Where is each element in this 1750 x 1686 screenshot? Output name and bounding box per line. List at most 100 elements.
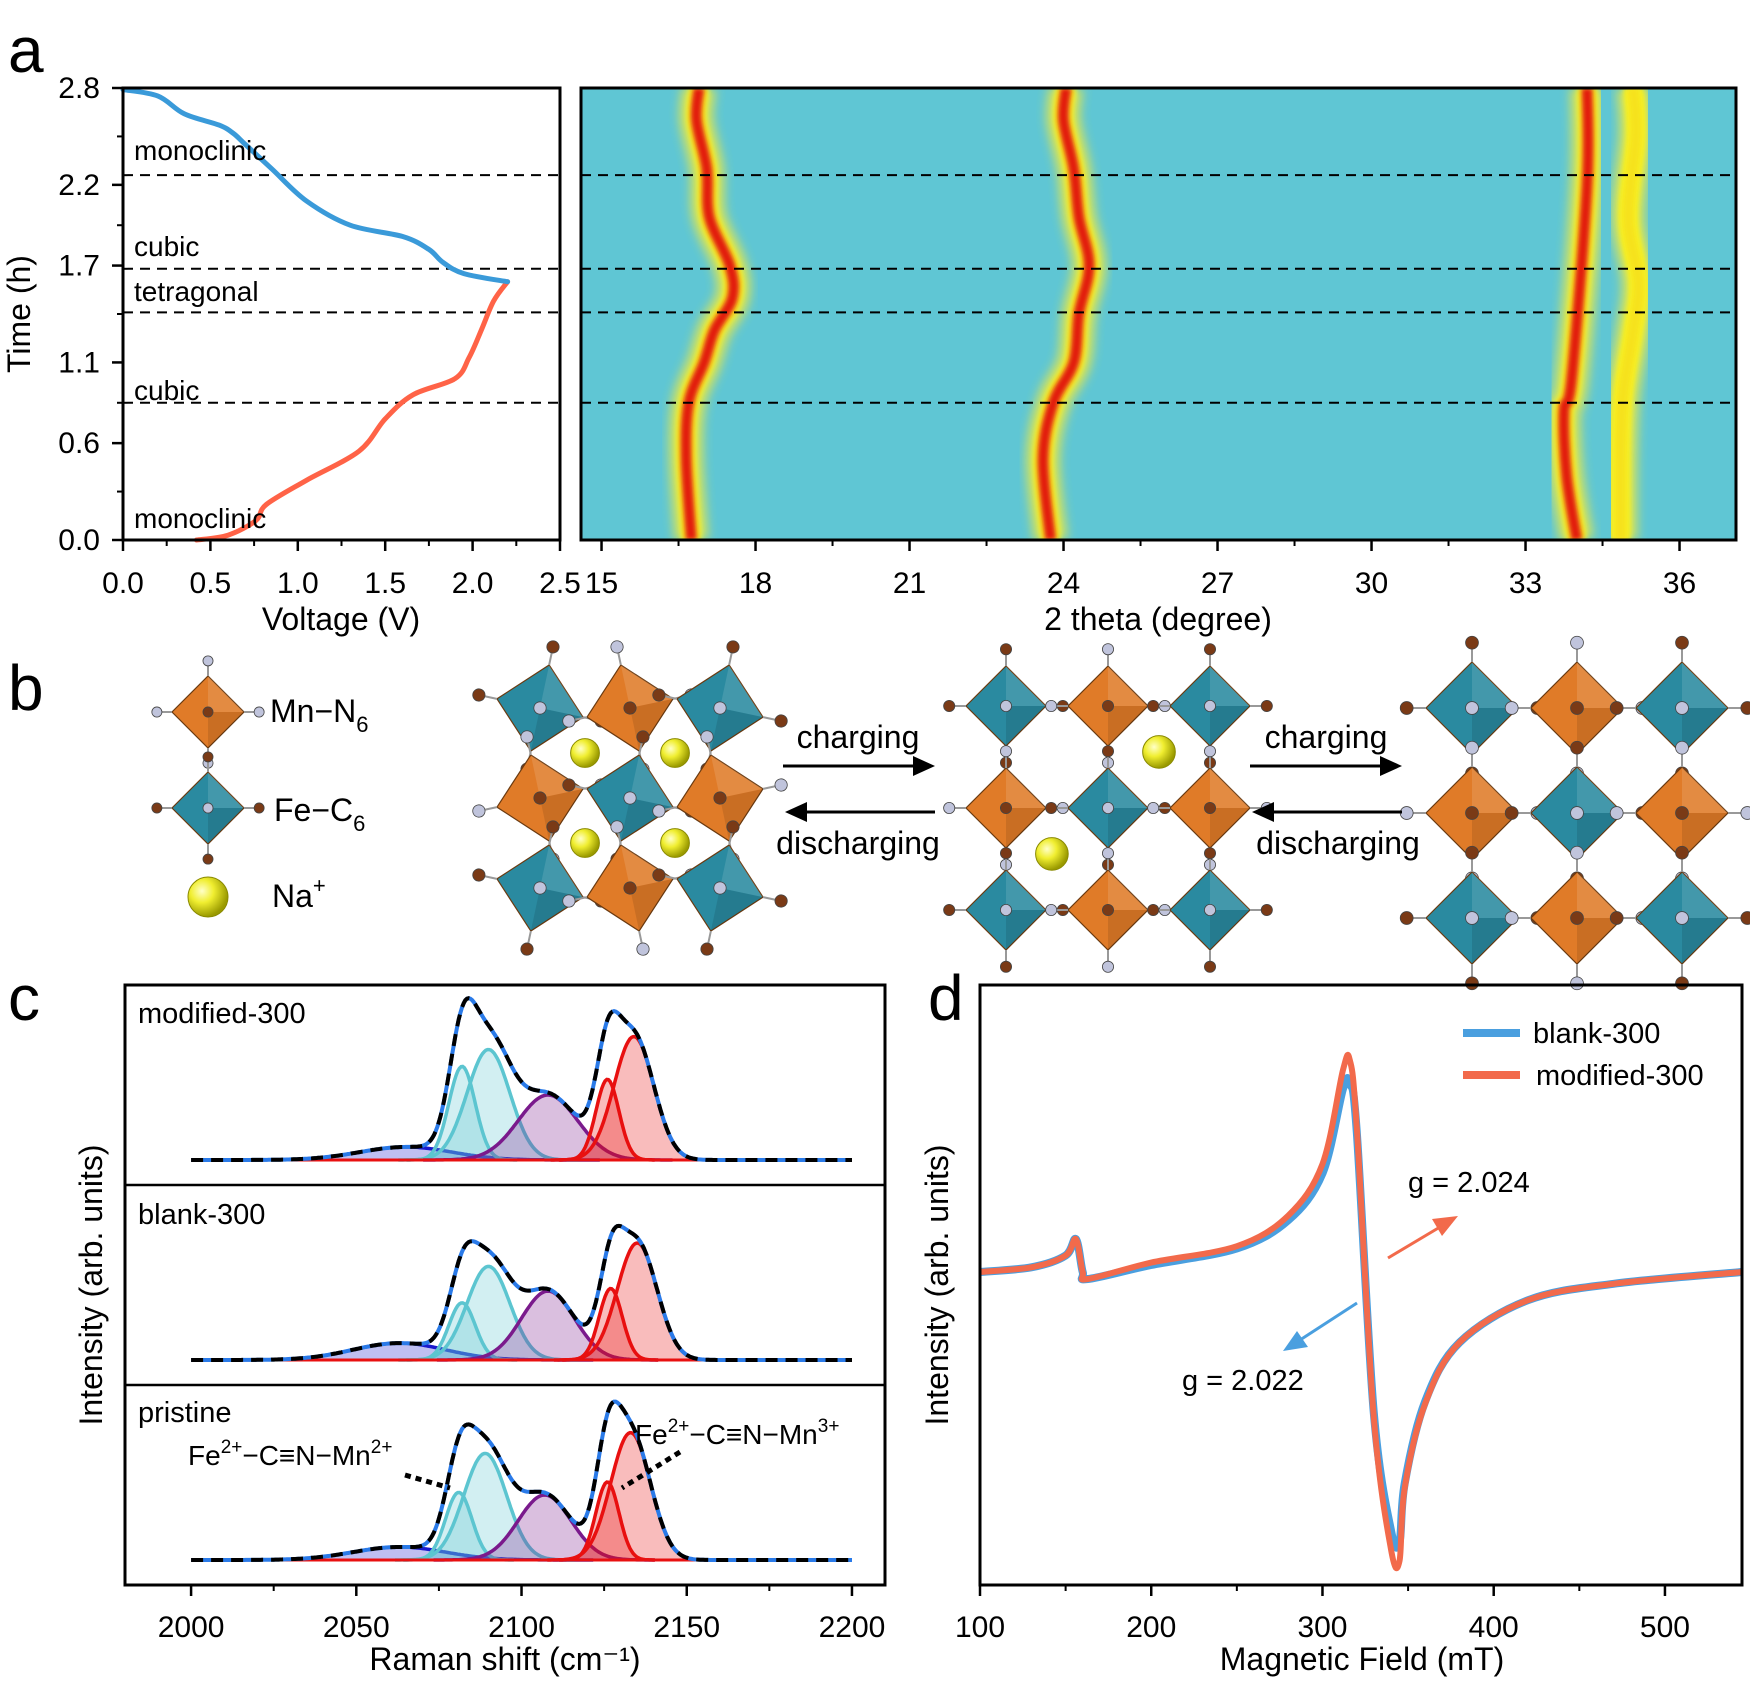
- panel-d-xlabel: Magnetic Field (mT): [1220, 1641, 1505, 1677]
- panel-label-a: a: [8, 14, 44, 86]
- panel-label-b: b: [8, 652, 44, 724]
- struct-cubic-octa-2-1-atom-2: [1102, 960, 1114, 973]
- struct-tetragonal-octa-1-2-shade: [1682, 767, 1728, 813]
- panel-a-ylabel-time: Time (h): [1, 255, 37, 373]
- struct-cubic-octa-1-2-atom-0: [1204, 745, 1216, 758]
- struct-tetragonal-octa-1-1-atom-3: [1504, 806, 1519, 820]
- struct-tetragonal-octa-0-2-atom-3: [1609, 701, 1624, 715]
- struct-tetragonal-octa-1-1-shadow: [1577, 813, 1623, 859]
- legend-octa-mn-atom-3: [151, 706, 163, 718]
- phase-label-cubic-bottom: cubic: [134, 375, 199, 406]
- struct-monoclinic-octa-2-1-atom-2: [636, 942, 650, 956]
- struct-tetragonal-octa-1-1-center: [1570, 806, 1584, 820]
- struct-monoclinic-octa-2-1-center: [623, 881, 637, 895]
- struct-tetragonal-octa-0-2-shade: [1682, 662, 1728, 708]
- label-charging-1: charging: [797, 719, 920, 755]
- struct-monoclinic-na-3: [660, 828, 690, 858]
- legend-octa-mn-center: [202, 706, 214, 718]
- panel-c-ylabel: Intensity (arb. units): [73, 1145, 109, 1426]
- panel-b-structures: Mn−N6 Fe−C6 Na+ charging discharging cha…: [151, 635, 1750, 991]
- struct-monoclinic-octa-0-2-shadow: [710, 708, 764, 752]
- struct-tetragonal-octa-1-2-atom-0: [1675, 740, 1689, 755]
- annotation-fe-mn3: Fe2+−C≡N−Mn3+: [635, 1416, 839, 1450]
- struct-monoclinic-octa-1-2: [652, 730, 788, 866]
- struct-monoclinic-octa-2-1: [562, 820, 698, 956]
- label-charging-2: charging: [1265, 719, 1388, 755]
- arrow-discharging-1: [785, 802, 935, 822]
- struct-cubic-octa-1-2-shade: [1210, 768, 1250, 808]
- struct-tetragonal-octa-1-1-atom-0: [1570, 740, 1584, 755]
- struct-tetragonal-octa-1-2-atom-3: [1609, 806, 1624, 820]
- struct-tetragonal-octa-0-2-shadow: [1682, 708, 1728, 754]
- struct-monoclinic-octa-1-1-shade: [630, 754, 674, 808]
- panel-d-ylabel: Intensity (arb. units): [919, 1145, 955, 1426]
- legend-octa-mn-atom-1: [253, 706, 265, 718]
- struct-tetragonal-octa-1-2: [1609, 740, 1750, 886]
- legend-label-modified-300: modified-300: [1536, 1060, 1704, 1092]
- struct-monoclinic-octa-2-0-atom-0: [546, 820, 560, 834]
- annotation-g-2024: g = 2.024: [1408, 1167, 1530, 1199]
- struct-monoclinic-octa-0-0-atom-0: [546, 640, 560, 654]
- struct-cubic-octa-0-2: [1147, 643, 1273, 769]
- raman-1-peak-fill-0: [205, 1343, 594, 1360]
- struct-monoclinic-octa-1-1-center: [623, 791, 637, 805]
- legend-octa-mn-atom-0: [202, 655, 214, 667]
- ytick-label-time-4: 2.2: [58, 169, 100, 202]
- struct-tetragonal-octa-0-0-atom-3: [1399, 701, 1414, 715]
- struct-tetragonal-octa-0-2-atom-1: [1740, 701, 1750, 715]
- struct-monoclinic-octa-0-2-center: [713, 701, 727, 715]
- legend-octa-mn: [151, 655, 265, 769]
- struct-cubic-octa-1-2-center: [1204, 802, 1216, 814]
- xtick-label-field-2: 300: [1297, 1611, 1347, 1644]
- xtick-label-2theta-4: 27: [1201, 567, 1234, 600]
- struct-monoclinic-octa-2-1-shadow: [630, 878, 674, 932]
- struct-tetragonal-octa-2-2: [1609, 845, 1750, 991]
- struct-monoclinic-octa-0-2-atom-0: [726, 640, 740, 654]
- struct-monoclinic-octa-1-2-atom-3: [652, 804, 666, 818]
- xtick-label-field-4: 500: [1640, 1611, 1690, 1644]
- xtick-label-voltage-0: 0.0: [102, 567, 144, 600]
- struct-cubic-octa-0-0-atom-0: [1000, 643, 1012, 656]
- struct-cubic-octa-2-0-atom-0: [1000, 847, 1012, 860]
- struct-cubic-octa-2-1-center: [1102, 904, 1114, 916]
- struct-cubic-octa-2-0-shade: [1006, 870, 1046, 910]
- struct-monoclinic-octa-0-2-atom-1: [774, 714, 788, 728]
- raman-2-peak-fill-2: [395, 1453, 576, 1560]
- struct-cubic-octa-2-2-atom-1: [1260, 904, 1273, 916]
- struct-tetragonal-octa-0-1-atom-0: [1570, 635, 1584, 650]
- struct-cubic-octa-2-2-center: [1204, 904, 1216, 916]
- raman-2-peak-fill-1: [403, 1492, 514, 1560]
- xtick-label-raman-2: 2100: [488, 1611, 555, 1644]
- phase-label-cubic-top: cubic: [134, 231, 199, 262]
- xtick-label-voltage-5: 2.5: [539, 567, 581, 600]
- xtick-label-voltage-3: 1.5: [364, 567, 406, 600]
- struct-monoclinic-octa-2-0-shadow: [530, 888, 584, 932]
- legend-octa-mn-shadow: [208, 712, 244, 748]
- struct-cubic-octa-0-2-atom-3: [1147, 700, 1160, 712]
- struct-tetragonal-octa-1-2-atom-1: [1740, 806, 1750, 820]
- struct-cubic-octa-2-1-atom-3: [1045, 904, 1058, 916]
- arrow-charging-2: [1250, 756, 1402, 776]
- struct-cubic-octa-2-0-atom-2: [1000, 960, 1012, 973]
- legend-octa-mn-shade: [208, 676, 244, 712]
- panel-c-frame: [123, 983, 887, 1587]
- legend-label-blank-300: blank-300: [1533, 1018, 1660, 1050]
- ytick-label-time-3: 1.7: [58, 250, 100, 283]
- struct-cubic-octa-1-0-atom-3: [943, 802, 956, 814]
- struct-tetragonal-octa-0-0-shade: [1472, 662, 1518, 708]
- struct-monoclinic-octa-0-1-center: [623, 701, 637, 715]
- struct-cubic-octa-2-2: [1147, 847, 1273, 973]
- struct-cubic-octa-0-2-atom-1: [1260, 700, 1273, 712]
- struct-monoclinic-octa-1-2-atom-0: [700, 730, 714, 744]
- panel-d-frame: [978, 983, 1744, 1587]
- raman-1-data: [191, 1223, 852, 1362]
- struct-cubic-octa-2-0: [943, 847, 1069, 973]
- ytick-label-time-1: 0.6: [58, 427, 100, 460]
- struct-cubic-octa-2-1-shade: [1108, 870, 1148, 910]
- struct-tetragonal-octa-2-1: [1504, 845, 1650, 991]
- struct-monoclinic-octa-2-0-shade: [540, 844, 584, 898]
- struct-monoclinic-octa-2-2-atom-3: [652, 868, 666, 882]
- struct-tetragonal-octa-2-2-atom-0: [1675, 845, 1689, 860]
- struct-monoclinic-octa-0-2: [652, 640, 788, 776]
- struct-tetragonal-octa-0-0: [1399, 635, 1545, 781]
